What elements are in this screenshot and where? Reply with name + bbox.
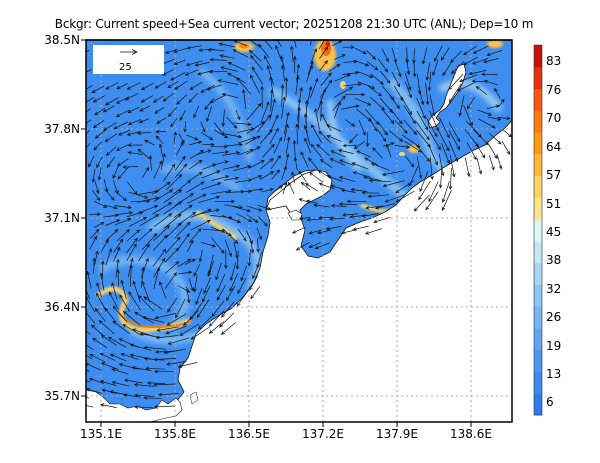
gridlines xyxy=(86,40,512,422)
colorbar-label: 83 xyxy=(546,54,562,68)
reference-vector-value: 25 xyxy=(119,62,132,73)
reference-vector-legend xyxy=(93,45,164,74)
y-tick-label: 37.8N xyxy=(44,122,80,136)
land-sado xyxy=(427,63,467,129)
colorbar-label: 32 xyxy=(546,282,562,296)
colorbar-label: 13 xyxy=(546,367,562,381)
colorbar-label: 38 xyxy=(546,253,562,267)
colorbar xyxy=(534,45,542,416)
x-tick-label: 136.5E xyxy=(228,427,270,441)
colorbar-label: 26 xyxy=(546,310,562,324)
y-tick-label: 35.7N xyxy=(44,389,80,403)
x-tick-label: 135.1E xyxy=(80,427,122,441)
colorbar-label: 70 xyxy=(546,111,562,125)
reference-arrow-icon xyxy=(120,49,138,55)
chart-title: Bckgr: Current speed+Sea current vector;… xyxy=(54,17,534,31)
colorbar-label: 76 xyxy=(546,83,562,97)
y-tick-label: 37.1N xyxy=(44,211,80,225)
x-tick-label: 138.6E xyxy=(450,427,492,441)
colorbar-label: 57 xyxy=(546,168,562,182)
map-area xyxy=(86,40,512,422)
axis-ticks xyxy=(81,39,472,427)
y-tick-label: 38.5N xyxy=(44,33,80,47)
current-vectors xyxy=(86,40,512,410)
y-tick-label: 36.4N xyxy=(44,300,80,314)
land-wakasa xyxy=(86,389,183,422)
colorbar-label: 64 xyxy=(546,140,562,154)
colorbar-label: 51 xyxy=(546,197,562,211)
x-tick-label: 135.8E xyxy=(154,427,196,441)
colorbar-label: 19 xyxy=(546,339,562,353)
colorbar-label: 45 xyxy=(546,225,562,239)
x-tick-label: 137.2E xyxy=(302,427,344,441)
x-tick-label: 137.9E xyxy=(376,427,418,441)
colorbar-label: 6 xyxy=(546,395,554,409)
